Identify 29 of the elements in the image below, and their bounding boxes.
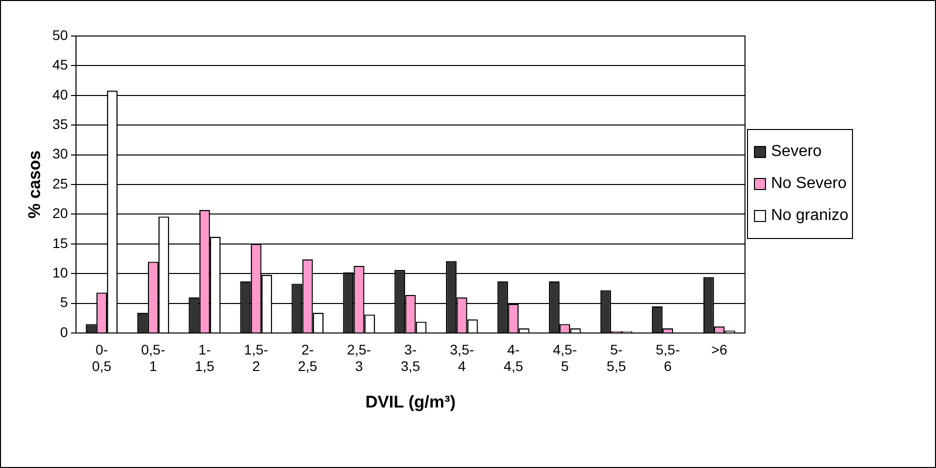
y-tick-label: 10 [52, 264, 68, 280]
x-tick-label: 1-1,5 [194, 341, 215, 374]
y-tick-label: 5 [60, 294, 68, 310]
x-tick-label: 0-0,5 [92, 341, 112, 374]
x-tick-label: 1,5-2 [244, 341, 268, 374]
x-tick-label: 4-4,5 [504, 341, 524, 374]
x-tick-label: 2-2,5 [298, 341, 318, 374]
x-tick-label: 5-5,5 [606, 341, 626, 374]
x-tick-label: 3-3,5 [400, 341, 420, 374]
y-tick-label: 30 [52, 146, 68, 162]
x-tick-label: 4,5-5 [552, 341, 578, 374]
y-tick-label: 35 [52, 116, 68, 132]
x-axis-title: DVIL (g/m³) [365, 392, 456, 412]
x-tick-label: 2,5-3 [346, 341, 372, 374]
x-tick-label: 3,5-4 [450, 341, 474, 374]
y-tick-label: 40 [52, 86, 68, 102]
y-tick-label: 25 [52, 175, 68, 192]
x-tick-label: 0,5-1 [141, 341, 166, 374]
y-axis-title: % casos [24, 150, 44, 219]
y-tick-label: 0 [60, 324, 68, 340]
y-tick-label: 45 [52, 56, 68, 73]
x-tick-label: 5,5-6 [656, 341, 680, 374]
text: No granizo [771, 206, 848, 224]
y-tick-label: 20 [52, 205, 68, 222]
legend-label: Severo [771, 142, 822, 160]
legend-label: No Severo [771, 174, 847, 192]
y-tick-label: 15 [52, 234, 68, 251]
y-tick-label: 50 [52, 26, 68, 43]
x-tick-label: >6 [711, 341, 728, 358]
